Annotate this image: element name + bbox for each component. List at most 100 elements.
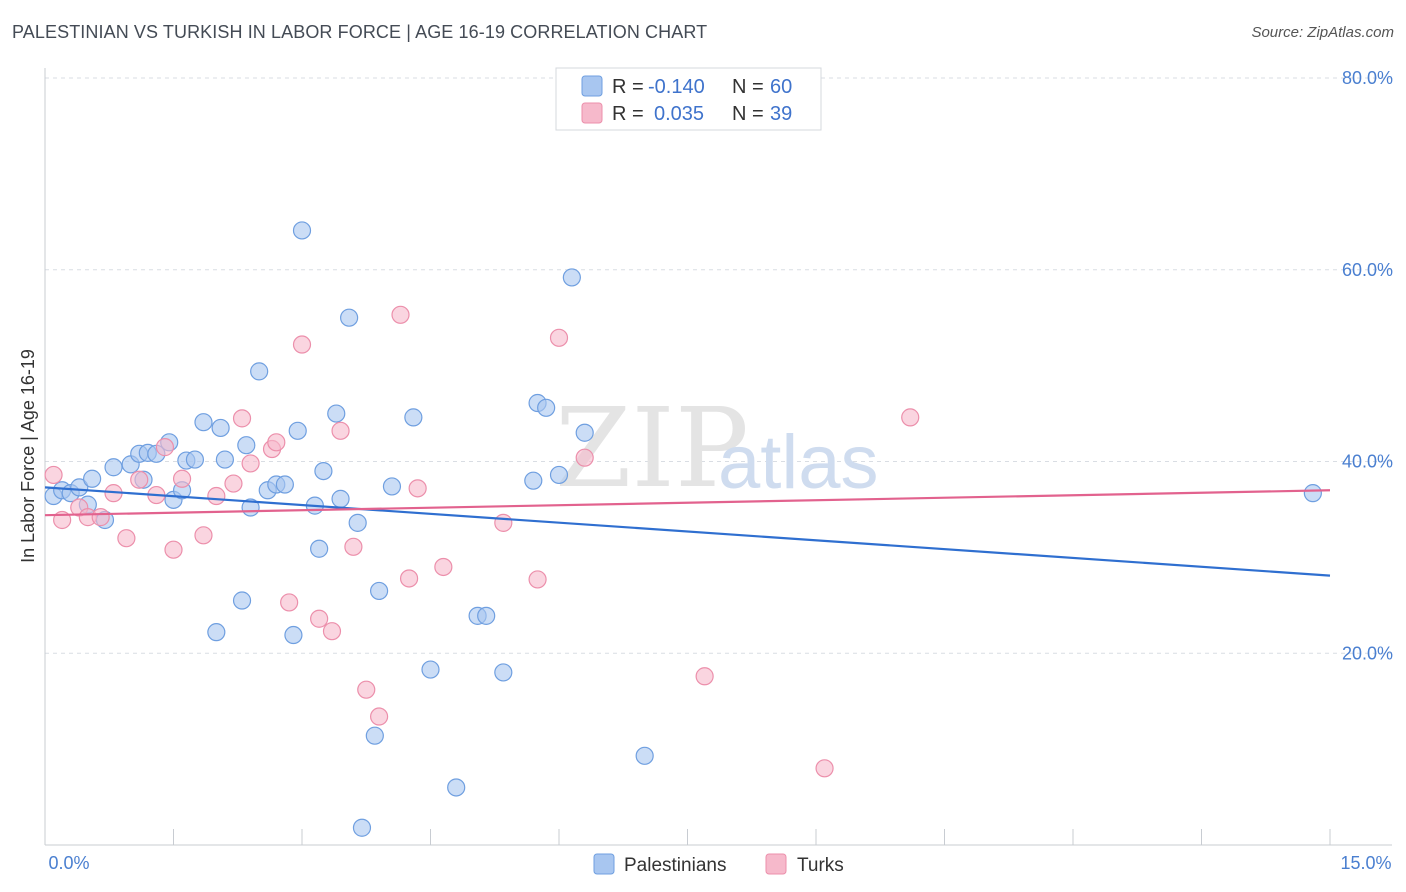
bottom-legend-label-turks: Turks (797, 855, 844, 876)
turks-point (172, 469, 192, 488)
palestinians-point (83, 469, 102, 488)
turks-point (224, 474, 243, 493)
turks-point (399, 569, 419, 588)
palestinians-point (1303, 484, 1322, 503)
turks-point (194, 526, 213, 545)
turks-point (815, 759, 834, 778)
turks-point (130, 470, 149, 489)
turks-trend-line (44, 489, 1331, 517)
x-tick-label-max: 15.0% (1340, 853, 1391, 873)
palestinians-point (340, 308, 359, 327)
palestinians-point (185, 450, 205, 469)
legend-n-value-turks: 39 (770, 103, 792, 125)
turks-point (91, 508, 110, 527)
palestinians-point (352, 818, 372, 837)
palestinians-point (382, 477, 402, 496)
palestinians-point (365, 726, 384, 745)
turks-point (207, 486, 226, 506)
turks-point (331, 421, 350, 440)
palestinians-point (288, 421, 307, 440)
turks-point (344, 537, 363, 556)
turks-point (549, 328, 569, 347)
palestinians-point (562, 268, 581, 287)
palestinians-point (250, 362, 269, 381)
y-tick-label: 60.0% (1342, 260, 1393, 280)
palestinians-point (348, 513, 367, 532)
y-tick-label: 40.0% (1342, 452, 1393, 472)
turks-point (44, 465, 63, 485)
turks-point (155, 438, 175, 457)
axis-layer (44, 68, 1392, 846)
palestinians-point (635, 746, 654, 765)
turks-point (494, 513, 513, 532)
palestinians-point (421, 660, 440, 679)
legend-n-value-palestinians: 60 (770, 76, 792, 98)
palestinians-point (524, 471, 543, 490)
palestinians-point (215, 450, 234, 469)
series-legend: Palestinians Turks (593, 853, 844, 876)
legend-swatch-palestinians (581, 75, 603, 97)
legend-r-label-palestinians: R = (612, 76, 644, 98)
palestinians-point (314, 461, 333, 481)
palestinians-point (327, 404, 346, 423)
chart-source: Source: ZipAtlas.com (1251, 24, 1394, 41)
turks-point (391, 305, 410, 324)
turks-point (322, 622, 342, 641)
palestinians-point (292, 221, 312, 240)
turks-point (370, 707, 389, 726)
grid-layer (45, 77, 1392, 654)
turks-point (292, 335, 312, 354)
y-tick-label: 80.0% (1342, 68, 1393, 88)
turks-point (528, 570, 547, 589)
turks-point (164, 540, 183, 559)
palestinians-point (331, 489, 350, 508)
legend-r-label-turks: R = (612, 103, 644, 125)
palestinians-point (447, 778, 466, 797)
turks-point (117, 529, 136, 548)
y-axis-title: In Labor Force | Age 16-19 (18, 349, 38, 563)
turks-point (310, 609, 329, 628)
turks-point (901, 408, 920, 427)
stats-legend: R = -0.140 N = 60 R = 0.035 N = 39 (555, 67, 822, 131)
bottom-legend-swatch-palestinians (593, 853, 615, 875)
legend-n-label-palestinians: N = (732, 76, 764, 98)
turks-point (357, 680, 376, 699)
trend-layer (44, 486, 1331, 577)
palestinians-point (284, 625, 303, 645)
palestinians-point (537, 398, 556, 417)
palestinians-point (575, 423, 594, 442)
turks-point (232, 409, 252, 428)
chart-title: PALESTINIAN VS TURKISH IN LABOR FORCE | … (12, 22, 708, 42)
turks-point (267, 433, 286, 452)
palestinians-point (477, 606, 496, 625)
x-tick-label-min: 0.0% (48, 853, 89, 873)
turks-point (575, 448, 594, 467)
turks-point (280, 593, 299, 612)
bottom-legend-label-palestinians: Palestinians (624, 855, 726, 876)
turks-point (241, 454, 260, 473)
turks-point (434, 557, 453, 577)
palestinians-point (194, 413, 213, 432)
legend-r-value-palestinians: -0.140 (648, 76, 705, 98)
legend-r-value-turks: 0.035 (654, 103, 704, 125)
palestinians-trend-line (44, 486, 1331, 577)
palestinians-point (494, 663, 513, 682)
turks-point (408, 479, 427, 498)
palestinians-point (310, 539, 329, 558)
y-tick-labels: 20.0% 40.0% 60.0% 80.0% (1342, 68, 1393, 663)
watermark-atlas: atlas (718, 420, 879, 505)
palestinians-point (237, 436, 256, 455)
watermark-zip: ZIP (555, 384, 749, 512)
palestinians-point (370, 581, 389, 601)
y-tick-label: 20.0% (1342, 643, 1393, 663)
legend-swatch-turks (581, 102, 603, 124)
turks-point (695, 667, 714, 686)
palestinians-point (275, 475, 294, 494)
legend-n-label-turks: N = (732, 103, 764, 125)
palestinians-point (549, 465, 569, 485)
palestinians-point (404, 408, 423, 427)
palestinians-point (211, 418, 230, 438)
bottom-legend-swatch-turks (765, 853, 787, 875)
watermark: ZIP atlas (555, 384, 879, 512)
